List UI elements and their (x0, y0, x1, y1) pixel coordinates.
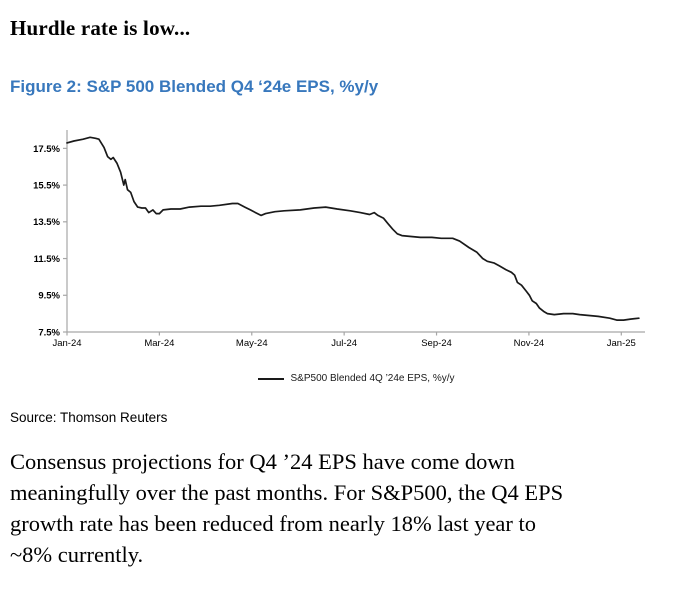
figure-caption: Figure 2: S&P 500 Blended Q4 ‘24e EPS, %… (10, 77, 379, 96)
x-tick-label: Sep-24 (421, 338, 452, 349)
chart-legend: S&P500 Blended 4Q ’24e EPS, %y/y (67, 373, 645, 384)
legend-line-swatch (257, 377, 284, 380)
source-line: Source: Thomson Reuters (10, 410, 168, 425)
y-tick-label: 17.5% (33, 144, 60, 155)
x-tick-label: Jan-24 (52, 338, 81, 349)
y-tick-label: 15.5% (33, 180, 60, 191)
y-tick-label: 11.5% (34, 254, 61, 265)
y-tick-label: 9.5% (38, 291, 60, 302)
eps-series-line (66, 136, 640, 321)
x-tick-label: Nov-24 (514, 338, 545, 349)
eps-line-chart: 17.5% 15.5% 13.5% 11.5% 9.5% 7.5%Jan-24 Mar-24… (33, 130, 645, 349)
x-tick-label: Mar-24 (144, 338, 174, 349)
y-tick-label: 13.5% (33, 217, 60, 228)
page-title: Hurdle rate is low... (10, 16, 191, 40)
x-tick-label: May-24 (236, 338, 268, 349)
x-tick-label: Jan-25 (607, 338, 636, 349)
body-paragraph: Consensus projections for Q4 ’24 EPS hav… (10, 449, 564, 567)
legend-series-label: S&P500 Blended 4Q ’24e EPS, %y/y (290, 373, 455, 384)
eps-chart-container: 17.5% 15.5% 13.5% 11.5% 9.5% 7.5% Jan-24 Mar-24… (8, 122, 668, 368)
y-tick-label: 7.5% (38, 327, 60, 338)
x-tick-label: Jul-24 (331, 338, 357, 349)
